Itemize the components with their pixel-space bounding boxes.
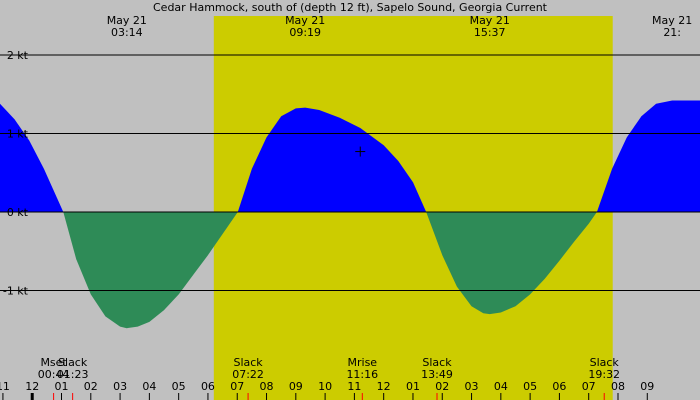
header-date: May 21 (470, 14, 510, 27)
hour-tick-label: 05 (523, 380, 537, 393)
hour-tick-label: 07 (230, 380, 244, 393)
hour-tick-label: 10 (318, 380, 332, 393)
event-name: Slack (422, 356, 452, 369)
y-tick-label: -1 kt (3, 285, 29, 298)
header-time: 15:37 (474, 26, 506, 39)
ebb-area (426, 212, 597, 315)
hour-tick-label: 02 (84, 380, 98, 393)
hour-tick-label: 04 (142, 380, 156, 393)
event-name: Slack (58, 356, 88, 369)
event-time: 01:23 (57, 368, 89, 381)
hour-tick-label: 11 (347, 380, 361, 393)
event-time: 13:49 (421, 368, 453, 381)
hour-axis: 11 12 01 02 03 04 05 06 07 08 09 10 11 12 01 02 03 04 05 06… (0, 380, 654, 400)
hour-tick-label: 07 (582, 380, 596, 393)
hour-tick-label: 12 (377, 380, 391, 393)
header-date: May 21 (107, 14, 147, 27)
event-time: 11:16 (346, 368, 378, 381)
hour-tick-label: 01 (406, 380, 420, 393)
header-date: May 21 (285, 14, 325, 27)
hour-tick-label: 05 (172, 380, 186, 393)
event-name: Mrise (348, 356, 378, 369)
y-tick-label: 1 kt (7, 128, 29, 141)
hour-tick-label: 08 (611, 380, 625, 393)
event-time: 00:44 (38, 368, 70, 381)
y-tick-label: 2 kt (7, 49, 29, 62)
event-name: Mset (40, 356, 67, 369)
hour-tick-label: 09 (289, 380, 303, 393)
y-gridlines (0, 54, 700, 291)
hour-tick-label: 03 (113, 380, 127, 393)
chart-title: Cedar Hammock, south of (depth 12 ft), S… (153, 1, 548, 14)
hour-tick-label: 03 (465, 380, 479, 393)
event-name: Slack (590, 356, 620, 369)
header-date: May 21 (652, 14, 692, 27)
hour-tick-label: 12 (25, 380, 39, 393)
current-time-marker (355, 146, 366, 157)
flood-area (596, 100, 700, 212)
hour-tick-label: 04 (494, 380, 508, 393)
event-name: Slack (233, 356, 263, 369)
y-tick-label: 0 kt (7, 206, 29, 219)
hour-tick-label: 11 (0, 380, 10, 393)
hour-tick-label: 06 (552, 380, 566, 393)
header-time: 21: (663, 26, 681, 39)
header-time: 03:14 (111, 26, 143, 39)
event-labels: Mset00:44Slack01:23Slack07:22Mrise11:16S… (38, 356, 620, 400)
hour-tick-label: 02 (435, 380, 449, 393)
header-time: 09:19 (289, 26, 321, 39)
event-time: 19:32 (588, 368, 620, 381)
hour-tick-label: 08 (260, 380, 274, 393)
ebb-area (63, 212, 238, 329)
hour-tick-label: 01 (55, 380, 69, 393)
flood-area (0, 103, 64, 212)
hour-tick-label: 09 (640, 380, 654, 393)
event-time: 07:22 (232, 368, 264, 381)
y-axis-labels: 2 kt 1 kt 0 kt -1 kt (3, 49, 29, 298)
hour-tick-label: 06 (201, 380, 215, 393)
